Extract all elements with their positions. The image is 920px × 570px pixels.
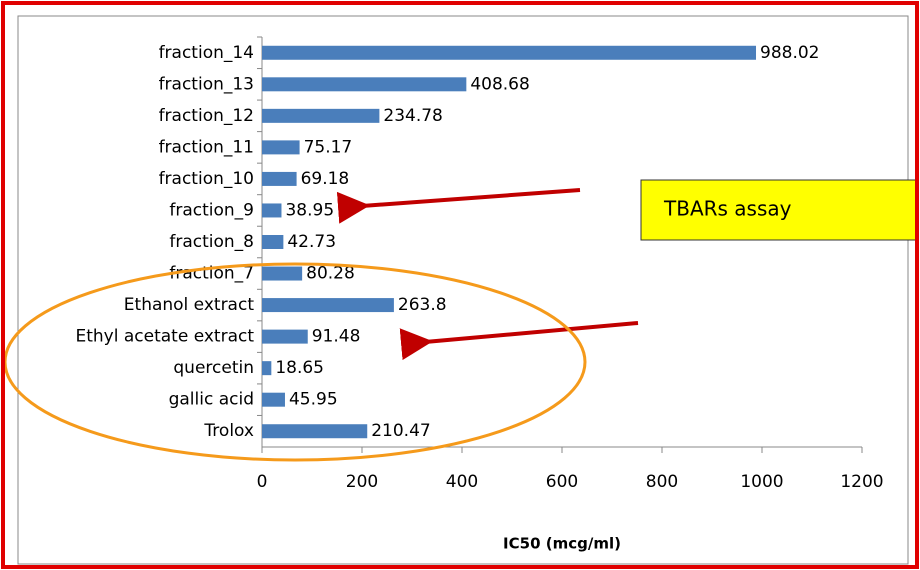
value-label: 91.48 [312,327,361,347]
value-label: 38.95 [285,200,334,220]
bar [262,45,757,60]
y-tick-label: fraction_14 [159,43,254,63]
y-tick-label: Ethanol extract [124,295,255,315]
plot-frame [17,15,909,565]
arrow [399,321,639,361]
value-label: 263.8 [398,295,447,315]
y-tick-label: fraction_9 [169,200,254,220]
y-tick-label: gallic acid [169,390,254,410]
value-label: 210.47 [371,421,430,441]
bar [262,266,303,281]
value-label: 69.18 [301,169,350,189]
bar [262,298,394,313]
y-tick-label: fraction_10 [159,169,254,189]
y-tick-label: quercetin [173,358,254,378]
x-tick-label: 600 [546,472,578,492]
bar [262,235,284,249]
bar [262,140,300,155]
value-label: 75.17 [304,137,353,157]
bar [262,171,297,186]
y-tick-label: Trolox [203,421,254,441]
bar [262,329,308,344]
x-tick-label: 400 [446,472,478,492]
y-tick-label: fraction_7 [169,264,254,284]
y-tick-label: fraction_12 [159,106,254,126]
value-label: 408.68 [470,74,529,94]
x-axis-title: IC50 (mcg/ml) [503,535,621,553]
bar [262,392,285,407]
value-label: 234.78 [383,106,442,126]
bar [262,424,368,439]
bar [262,108,380,123]
y-tick-label: Ethyl acetate extract [75,327,254,347]
y-tick-label: fraction_8 [169,232,254,252]
annotation: TBARs assay [663,197,792,221]
bar [262,361,272,376]
value-label: 18.65 [275,358,324,378]
arrow [336,188,581,224]
x-tick-label: 800 [646,472,678,492]
value-label: 42.73 [287,232,336,252]
x-tick-label: 200 [346,472,378,492]
x-tick-label: 0 [257,472,268,492]
y-tick-label: fraction_11 [159,137,254,157]
x-tick-label: 1000 [740,472,783,492]
value-label: 988.02 [760,43,819,63]
value-label: 45.95 [289,390,338,410]
y-tick-label: fraction_13 [159,74,254,94]
bar [262,77,467,92]
bar [262,203,282,218]
value-label: 80.28 [306,264,355,284]
x-tick-label: 1200 [840,472,883,492]
